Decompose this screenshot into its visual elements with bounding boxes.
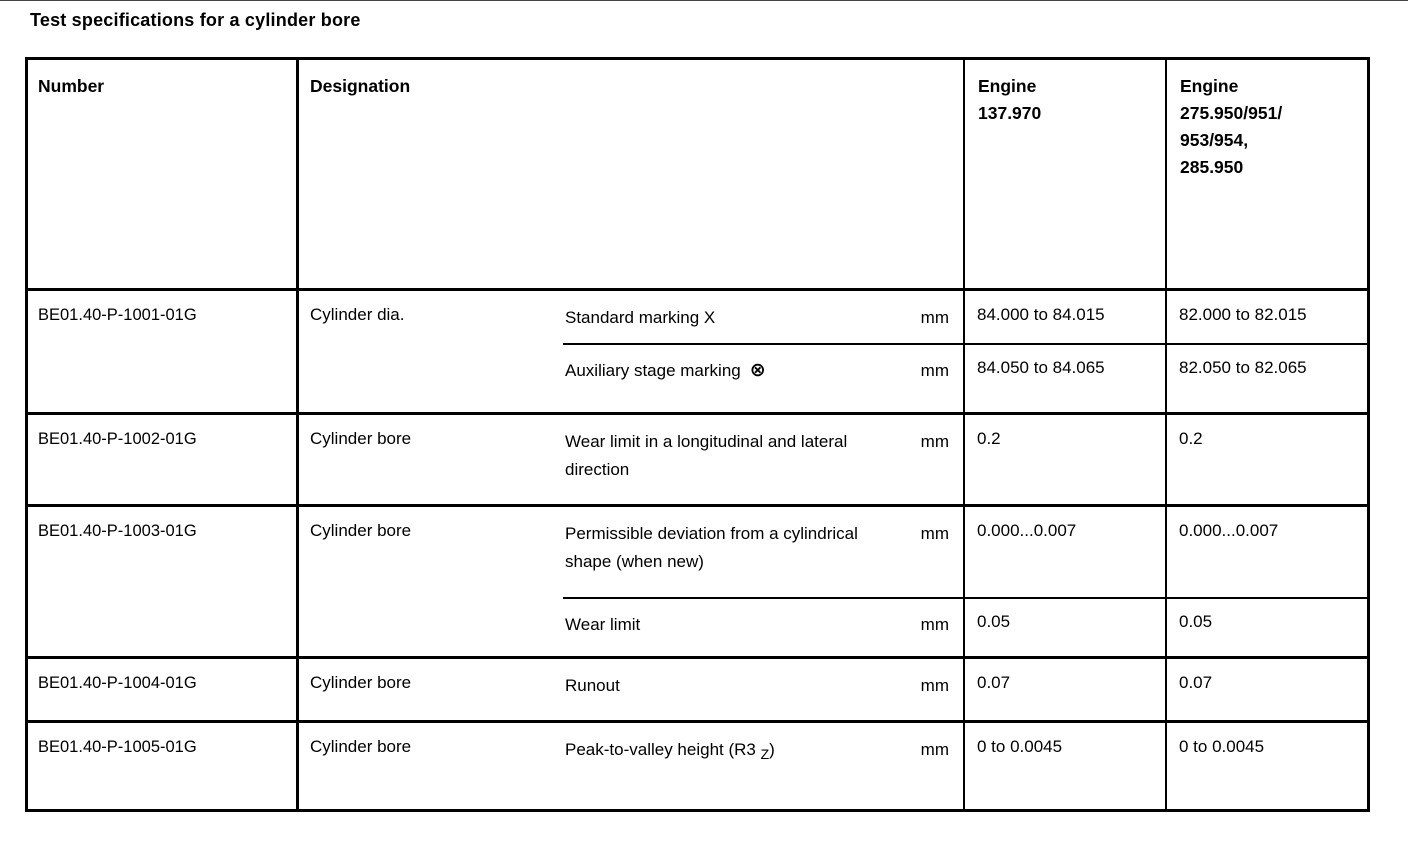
engine2-value-cell: 82.000 to 82.015 82.050 to 82.065 <box>1165 291 1367 412</box>
spec-row: Auxiliary stage marking ⊗ mm <box>563 343 963 412</box>
row-number: BE01.40-P-1003-01G <box>38 522 197 540</box>
unit-label: mm <box>920 308 949 327</box>
spec-row: Wear limit mm <box>563 597 963 656</box>
engine1-value: 0.05 <box>965 597 1165 656</box>
col-header-designation: Designation <box>296 60 963 288</box>
spec-label: Auxiliary stage marking ⊗ <box>565 360 766 381</box>
page-title: Test specifications for a cylinder bore <box>30 10 361 30</box>
engine2-value-cell: 0.000...0.007 0.05 <box>1165 507 1367 656</box>
spec-label: Runout <box>565 676 620 695</box>
spec-label: Peak-to-valley height (R3 Z) <box>565 740 775 762</box>
spec-label: Wear limit <box>565 615 641 634</box>
spec-label: Standard marking X <box>565 308 716 327</box>
designation-label: Cylinder bore <box>310 737 412 756</box>
row-number: BE01.40-P-1004-01G <box>38 674 197 692</box>
spec-list: Permissible deviation from a cylindrical… <box>563 507 963 656</box>
table-row: BE01.40-P-1001-01G Cylinder dia. Standar… <box>28 288 1367 412</box>
engine2-value: 0.000...0.007 <box>1179 521 1279 540</box>
engine1-value-cell: 0 to 0.0045 <box>963 723 1165 809</box>
spec-list: Runout mm <box>563 659 963 720</box>
engine1-value: 84.000 to 84.015 <box>977 305 1105 324</box>
table-row: BE01.40-P-1005-01G Cylinder bore Peak-to… <box>28 720 1367 809</box>
table-header-row: Number Designation Engine 137.970 Engine… <box>28 60 1367 288</box>
table-row: BE01.40-P-1003-01G Cylinder bore Permiss… <box>28 504 1367 656</box>
engine1-value-cell: 84.000 to 84.015 84.050 to 84.065 <box>963 291 1165 412</box>
designation-label: Cylinder dia. <box>310 305 405 324</box>
table-row: BE01.40-P-1004-01G Cylinder bore Runout … <box>28 656 1367 720</box>
engine2-header-line: 285.950 <box>1180 157 1244 177</box>
unit-label: mm <box>920 740 949 759</box>
spec-row: Standard marking X mm <box>563 291 963 343</box>
engine1-value-cell: 0.000...0.007 0.05 <box>963 507 1165 656</box>
engine1-value-cell: 0.07 <box>963 659 1165 720</box>
unit-label: mm <box>920 524 949 543</box>
col-header-engine-275-950: Engine 275.950/951/ 953/954, 285.950 <box>1165 60 1367 288</box>
engine1-value: 0.000...0.007 <box>977 521 1077 540</box>
spec-list: Wear limit in a longitudinal and lateral… <box>563 415 963 504</box>
spec-row: Peak-to-valley height (R3 Z) mm <box>563 723 963 764</box>
designation-label: Cylinder bore <box>310 673 412 692</box>
row-number-cell: BE01.40-P-1001-01G <box>28 291 296 412</box>
engine2-value: 82.000 to 82.015 <box>1179 305 1307 324</box>
unit-label: mm <box>920 615 949 634</box>
spec-row: Permissible deviation from a cylindrical… <box>563 507 963 597</box>
designation-cell: Cylinder bore Peak-to-valley height (R3 … <box>296 723 963 809</box>
row-number: BE01.40-P-1005-01G <box>38 738 197 756</box>
engine1-value: 0 to 0.0045 <box>977 737 1063 756</box>
engine1-value-cell: 0.2 <box>963 415 1165 504</box>
subscript-z: Z <box>760 746 770 762</box>
engine1-value: 0.2 <box>977 429 1001 448</box>
engine1-value: 0.07 <box>977 673 1011 692</box>
row-number-cell: BE01.40-P-1002-01G <box>28 415 296 504</box>
engine2-header-line: Engine <box>1180 76 1239 96</box>
designation-cell: Cylinder dia. Standard marking X mm Auxi… <box>296 291 963 412</box>
spec-list: Standard marking X mm Auxiliary stage ma… <box>563 291 963 412</box>
engine2-value: 0.2 <box>1179 429 1203 448</box>
spec-list: Peak-to-valley height (R3 Z) mm <box>563 723 963 809</box>
designation-cell: Cylinder bore Permissible deviation from… <box>296 507 963 656</box>
row-number-cell: BE01.40-P-1005-01G <box>28 723 296 809</box>
engine2-value: 0.05 <box>1167 597 1367 656</box>
unit-label: mm <box>920 361 949 380</box>
engine1-header-line: 137.970 <box>978 103 1042 123</box>
designation-label: Cylinder bore <box>310 521 412 540</box>
unit-label: mm <box>920 676 949 695</box>
engine2-value: 0.07 <box>1179 673 1213 692</box>
row-number-cell: BE01.40-P-1003-01G <box>28 507 296 656</box>
designation-label: Cylinder bore <box>310 429 412 448</box>
page-top-edge <box>0 0 1408 1</box>
engine2-value-cell: 0.07 <box>1165 659 1367 720</box>
row-number-cell: BE01.40-P-1004-01G <box>28 659 296 720</box>
engine2-value: 0 to 0.0045 <box>1179 737 1265 756</box>
spec-row: Wear limit in a longitudinal and lateral… <box>563 415 963 484</box>
spec-row: Runout mm <box>563 659 963 700</box>
spec-table: Number Designation Engine 137.970 Engine… <box>25 57 1370 812</box>
col-header-number: Number <box>38 76 105 96</box>
engine2-header-line: 275.950/951/ <box>1180 103 1283 123</box>
spec-label: Wear limit in a longitudinal and lateral… <box>565 432 848 479</box>
row-number: BE01.40-P-1001-01G <box>38 306 197 324</box>
engine1-value: 84.050 to 84.065 <box>965 343 1165 412</box>
col-header-engine-137-970: Engine 137.970 <box>963 60 1165 288</box>
engine1-header-line: Engine <box>978 76 1037 96</box>
engine2-value-cell: 0.2 <box>1165 415 1367 504</box>
engine2-header-line: 953/954, <box>1180 130 1249 150</box>
engine2-value-cell: 0 to 0.0045 <box>1165 723 1367 809</box>
designation-cell: Cylinder bore Runout mm <box>296 659 963 720</box>
table-row: BE01.40-P-1002-01G Cylinder bore Wear li… <box>28 412 1367 504</box>
designation-cell: Cylinder bore Wear limit in a longitudin… <box>296 415 963 504</box>
row-number: BE01.40-P-1002-01G <box>38 430 197 448</box>
circled-cross-icon: ⊗ <box>749 360 766 381</box>
spec-label: Permissible deviation from a cylindrical… <box>565 524 858 571</box>
unit-label: mm <box>920 432 949 451</box>
engine2-value: 82.050 to 82.065 <box>1167 343 1367 412</box>
